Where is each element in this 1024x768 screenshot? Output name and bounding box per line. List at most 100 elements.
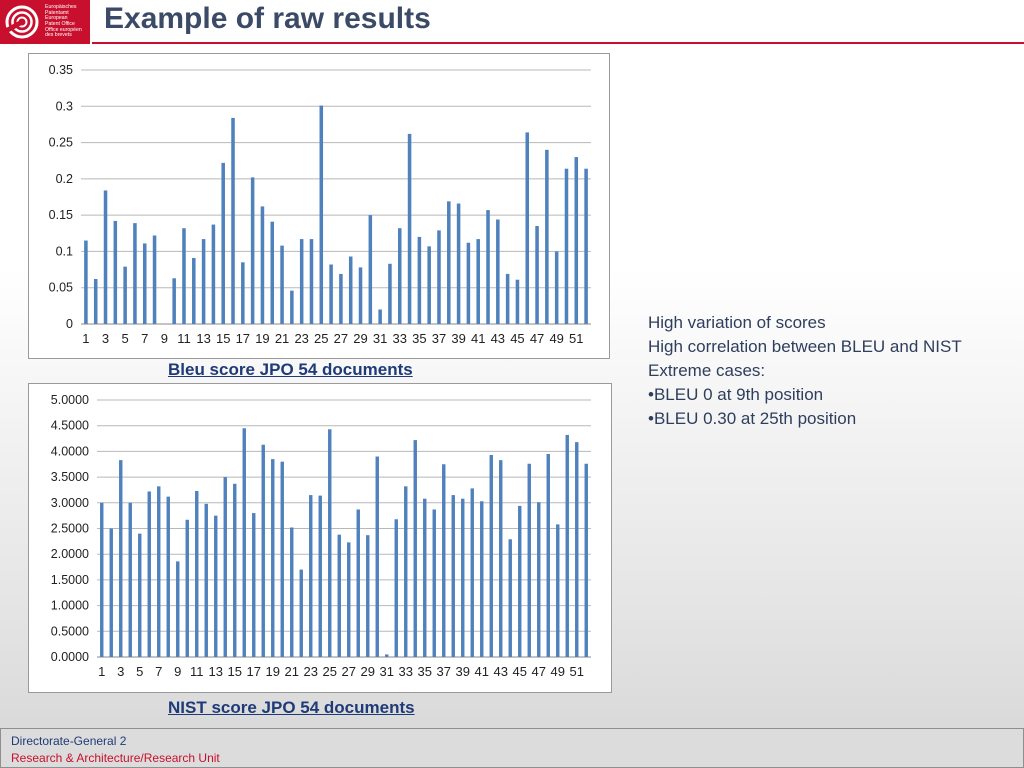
- nist-bar: [233, 483, 237, 657]
- bleu-bar: [270, 221, 275, 324]
- bleu-y-tick-label: 0.25: [49, 136, 73, 150]
- bleu-bar: [250, 177, 255, 324]
- bleu-x-tick-label: 37: [432, 331, 446, 346]
- bleu-bar: [545, 149, 549, 324]
- nist-x-tick-label: 11: [190, 664, 204, 679]
- bleu-bar: [427, 246, 431, 324]
- nist-x-tick-label: 13: [209, 664, 223, 679]
- bleu-bar: [84, 240, 88, 324]
- nist-bar: [413, 440, 417, 657]
- bleu-y-tick-label: 0: [66, 317, 73, 331]
- nist-bar: [223, 477, 227, 657]
- nist-bar: [366, 535, 370, 657]
- bleu-bar: [456, 203, 461, 324]
- logo-line: Europäisches: [45, 4, 77, 11]
- nist-y-tick-label: 0.0000: [51, 650, 89, 664]
- bleu-bar: [133, 223, 137, 324]
- nist-bar: [214, 515, 218, 657]
- nist-bar: [489, 454, 493, 657]
- nist-bar: [527, 463, 531, 657]
- nist-x-tick-label: 31: [380, 664, 394, 679]
- nist-bar: [157, 486, 161, 657]
- bleu-bar: [417, 236, 422, 324]
- bleu-bar: [496, 219, 500, 324]
- nist-chart-caption: NIST score JPO 54 documents: [168, 698, 415, 717]
- nist-bar: [242, 428, 246, 657]
- bleu-bar: [358, 267, 363, 324]
- bleu-bar: [407, 133, 412, 324]
- bleu-x-tick-label: 3: [102, 331, 109, 346]
- bleu-bar: [339, 273, 343, 324]
- logo-line: Patentamt: [45, 9, 69, 16]
- nist-bar: [318, 495, 322, 657]
- nist-x-tick-label: 1: [98, 664, 105, 679]
- nist-bar: [261, 444, 265, 657]
- bleu-x-tick-label: 43: [491, 331, 505, 346]
- bleu-bar: [309, 239, 314, 324]
- bleu-bar: [535, 226, 539, 324]
- nist-x-tick-label: 29: [361, 664, 375, 679]
- bleu-bar: [515, 279, 520, 324]
- nist-y-tick-label: 4.5000: [51, 419, 89, 433]
- nist-bar: [337, 534, 341, 657]
- nist-x-tick-label: 41: [475, 664, 489, 679]
- bleu-bar: [123, 266, 127, 324]
- nist-y-tick-label: 3.0000: [51, 496, 89, 510]
- nist-y-tick-label: 3.5000: [51, 470, 89, 484]
- epo-logo-icon: [2, 5, 39, 39]
- bleu-x-tick-label: 39: [451, 331, 465, 346]
- nist-bar: [461, 498, 465, 657]
- bleu-y-tick-label: 0.3: [56, 99, 73, 113]
- bleu-bar: [319, 105, 324, 324]
- logo-line: Office européen: [45, 26, 82, 33]
- bleu-bar: [113, 220, 118, 324]
- bleu-chart-frame: 0 0.05 0.1 0.15 0.2 0.25 0.3 0.35 1 3 5 7 9 11 13 15 17 1…: [28, 53, 610, 359]
- nist-bar: [537, 502, 541, 657]
- bleu-bar: [525, 132, 530, 324]
- bleu-x-tick-label: 33: [393, 331, 407, 346]
- bleu-bar: [466, 242, 471, 324]
- nist-bar: [128, 502, 132, 657]
- note-line: Extreme cases:: [648, 361, 766, 380]
- nist-bar: [252, 513, 256, 657]
- nist-bar: [328, 429, 332, 657]
- bleu-bar: [505, 273, 510, 324]
- nist-x-tick-label: 45: [513, 664, 527, 679]
- bleu-x-tick-label: 27: [334, 331, 348, 346]
- nist-bar: [423, 498, 427, 657]
- nist-x-tick-label: 3: [117, 664, 124, 679]
- nist-x-tick-label: 39: [456, 664, 470, 679]
- logo-line: Patent Office: [45, 21, 75, 27]
- bleu-bar: [476, 239, 480, 324]
- bleu-x-tick-label: 49: [549, 331, 563, 346]
- nist-bar: [299, 569, 303, 657]
- bleu-chart: 00.050.10.150.20.250.30.351 3 5 7 9 11 13 15 17 1…: [49, 63, 591, 346]
- bleu-x-tick-label: 51: [569, 331, 583, 346]
- nist-bar: [375, 456, 379, 657]
- bleu-bar: [368, 215, 373, 324]
- title-divider: [92, 42, 1024, 44]
- bleu-x-tick-label: 29: [353, 331, 367, 346]
- nist-x-tick-label: 51: [570, 664, 584, 679]
- note-line: •BLEU 0 at 9th position: [648, 385, 824, 404]
- nist-bar: [546, 453, 550, 657]
- nist-bar: [385, 654, 389, 657]
- note-line: •BLEU 0.30 at 25th position: [648, 409, 857, 428]
- bleu-bar: [231, 117, 235, 324]
- bleu-bar: [142, 243, 147, 324]
- page-title: Example of raw results: [104, 2, 431, 35]
- nist-bar: [499, 460, 503, 657]
- bleu-bar: [554, 251, 559, 324]
- nist-x-tick-label: 15: [228, 664, 242, 679]
- nist-bar: [271, 459, 275, 657]
- nist-x-tick-label: 33: [399, 664, 413, 679]
- bleu-bar: [152, 235, 157, 324]
- bleu-bar: [93, 279, 98, 324]
- bleu-bar: [584, 168, 588, 324]
- nist-bar: [309, 495, 313, 657]
- bleu-bar: [201, 239, 206, 324]
- nist-y-tick-label: 0.5000: [51, 624, 89, 638]
- nist-x-tick-label: 5: [136, 664, 143, 679]
- nist-bar: [556, 524, 560, 657]
- bleu-bar: [260, 206, 265, 324]
